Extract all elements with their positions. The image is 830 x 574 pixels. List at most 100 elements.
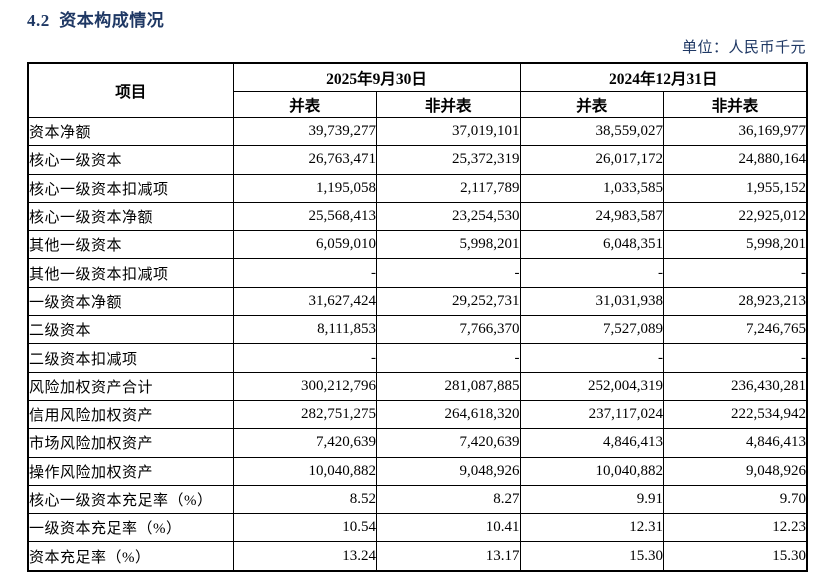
cell-value: 2,117,789: [376, 173, 521, 203]
table-row: 风险加权资产合计 300,212,796 281,087,885 252,004,31…: [27, 371, 808, 401]
cell-value: 9.91: [519, 484, 665, 515]
cell-value: 281,087,885: [376, 371, 521, 401]
cell-value: 24,880,164: [663, 145, 808, 175]
cell-value: 6,059,010: [232, 230, 377, 260]
table-row: 一级资本充足率（%） 10.54 10.41 12.31 12.23: [27, 513, 808, 543]
table-row: 信用风险加权资产 282,751,275 264,618,320 237,117,02…: [27, 399, 808, 430]
table-row: 其他一级资本 6,059,010 5,998,201 6,048,351 5,998,2…: [27, 230, 808, 260]
row-label: 风险加权资产合计: [27, 371, 234, 401]
cell-value: 10.54: [232, 513, 377, 543]
cell-value: 15.30: [663, 541, 808, 572]
column-subheader-unconsolidated: 非并表: [376, 91, 521, 118]
table-row: 二级资本扣减项 - - - -: [27, 343, 808, 373]
cell-value: 31,627,424: [232, 286, 377, 317]
table-header: 项目 2025年9月30日 2024年12月31日 并表 非并表 并表 非并表: [27, 62, 808, 118]
cell-value: 38,559,027: [519, 116, 665, 147]
cell-value: 7,527,089: [519, 315, 665, 345]
cell-value: 237,117,024: [519, 399, 665, 430]
row-label: 一级资本充足率（%）: [27, 513, 234, 543]
cell-value: 8,111,853: [232, 315, 377, 345]
cell-value: 1,195,058: [232, 173, 377, 203]
cell-value: 9,048,926: [663, 456, 808, 486]
header-sub-row: 并表 非并表 并表 非并表: [28, 91, 808, 118]
cell-value: 31,031,938: [519, 286, 665, 317]
table-row: 核心一级资本扣减项 1,195,058 2,117,789 1,033,585 1,95…: [27, 173, 808, 203]
cell-value: -: [519, 343, 665, 373]
cell-value: 36,169,977: [663, 116, 808, 147]
row-label: 资本充足率（%）: [27, 541, 234, 572]
column-header-period-2025: 2025年9月30日: [232, 62, 521, 92]
cell-value: 10,040,882: [232, 456, 377, 486]
cell-value: 1,955,152: [663, 173, 808, 203]
cell-value: 8.52: [232, 484, 377, 515]
table-row: 核心一级资本净额 25,568,413 23,254,530 24,983,587 22…: [27, 201, 808, 232]
cell-value: 24,983,587: [519, 201, 665, 232]
cell-value: 5,998,201: [376, 230, 521, 260]
table-row: 资本净额 39,739,277 37,019,101 38,559,027 36,169…: [27, 116, 808, 147]
cell-value: 264,618,320: [376, 399, 521, 430]
row-label: 一级资本净额: [27, 286, 234, 317]
row-label: 市场风险加权资产: [27, 428, 234, 458]
column-subheader-unconsolidated: 非并表: [663, 91, 808, 118]
cell-value: 26,763,471: [232, 145, 377, 175]
cell-value: 9,048,926: [376, 456, 521, 486]
cell-value: -: [519, 258, 665, 288]
cell-value: 39,739,277: [232, 116, 377, 147]
cell-value: 4,846,413: [663, 428, 808, 458]
row-label: 核心一级资本扣减项: [27, 173, 234, 203]
cell-value: -: [376, 258, 521, 288]
table-row: 一级资本净额 31,627,424 29,252,731 31,031,938 28,9…: [27, 286, 808, 317]
table-body: 资本净额 39,739,277 37,019,101 38,559,027 36,169…: [27, 116, 808, 572]
cell-value: 15.30: [519, 541, 665, 572]
table-row: 操作风险加权资产 10,040,882 9,048,926 10,040,882 9,0…: [27, 456, 808, 486]
row-label: 核心一级资本充足率（%）: [27, 484, 234, 515]
cell-value: 7,420,639: [232, 428, 377, 458]
cell-value: 252,004,319: [519, 371, 665, 401]
column-subheader-consolidated: 并表: [519, 91, 665, 118]
cell-value: 236,430,281: [663, 371, 808, 401]
cell-value: -: [232, 343, 377, 373]
cell-value: 9.70: [663, 484, 808, 515]
cell-value: 25,568,413: [232, 201, 377, 232]
cell-value: 7,246,765: [663, 315, 808, 345]
header-period-row: 项目 2025年9月30日 2024年12月31日: [27, 62, 808, 118]
table-row: 其他一级资本扣减项 - - - -: [27, 258, 808, 288]
section-title: 4.2 资本构成情况: [27, 11, 165, 30]
cell-value: -: [663, 258, 808, 288]
cell-value: 7,766,370: [376, 315, 521, 345]
row-label: 二级资本扣减项: [27, 343, 234, 373]
cell-value: 7,420,639: [376, 428, 521, 458]
cell-value: -: [663, 343, 808, 373]
table-row: 资本充足率（%） 13.24 13.17 15.30 15.30: [27, 541, 808, 572]
row-label: 核心一级资本净额: [27, 201, 234, 232]
capital-composition-table: 项目 2025年9月30日 2024年12月31日 并表 非并表 并表 非并表 资本净…: [27, 62, 809, 572]
row-label: 二级资本: [27, 315, 234, 345]
cell-value: 13.17: [376, 541, 521, 572]
cell-value: 1,033,585: [519, 173, 665, 203]
row-label: 其他一级资本扣减项: [27, 258, 234, 288]
row-label: 资本净额: [27, 116, 234, 147]
cell-value: 222,534,942: [663, 399, 808, 430]
cell-value: -: [376, 343, 521, 373]
cell-value: 22,925,012: [663, 201, 808, 232]
row-label: 信用风险加权资产: [27, 399, 234, 430]
cell-value: 10.41: [376, 513, 521, 543]
unit-label: 单位：人民币千元: [681, 40, 806, 56]
cell-value: 6,048,351: [519, 230, 665, 260]
cell-value: 25,372,319: [376, 145, 521, 175]
cell-value: 23,254,530: [376, 201, 521, 232]
cell-value: 282,751,275: [232, 399, 377, 430]
cell-value: 28,923,213: [663, 286, 808, 317]
cell-value: -: [232, 258, 377, 288]
column-header-period-2024: 2024年12月31日: [519, 62, 808, 92]
cell-value: 13.24: [232, 541, 377, 572]
cell-value: 12.23: [663, 513, 808, 543]
cell-value: 26,017,172: [519, 145, 665, 175]
table-row: 核心一级资本充足率（%） 8.52 8.27 9.91 9.70: [27, 484, 808, 515]
table-row: 核心一级资本 26,763,471 25,372,319 26,017,172 24,8…: [27, 145, 808, 175]
table-row: 二级资本 8,111,853 7,766,370 7,527,089 7,246,765: [27, 315, 808, 345]
row-label: 其他一级资本: [27, 230, 234, 260]
table-row: 市场风险加权资产 7,420,639 7,420,639 4,846,413 4,846…: [27, 428, 808, 458]
cell-value: 8.27: [376, 484, 521, 515]
row-label: 操作风险加权资产: [27, 456, 234, 486]
